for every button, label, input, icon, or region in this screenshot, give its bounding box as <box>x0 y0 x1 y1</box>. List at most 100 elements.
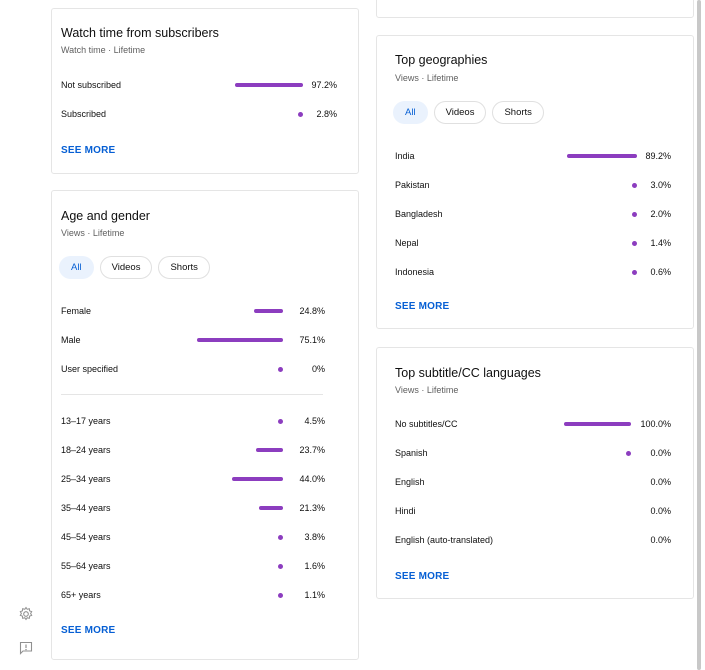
row-label: No subtitles/CC <box>395 419 458 429</box>
row-value: 3.0% <box>650 180 671 190</box>
chip-all[interactable]: All <box>59 256 94 279</box>
row-label: 25–34 years <box>61 474 111 484</box>
row-label: Subscribed <box>61 109 107 119</box>
row-label: India <box>395 151 415 161</box>
metric-row: 13–17 years 4.5% <box>52 413 358 429</box>
chip-all[interactable]: All <box>393 101 428 124</box>
metric-row: 45–54 years 3.8% <box>52 529 358 545</box>
value-bar <box>567 154 637 158</box>
value-dot <box>278 418 283 424</box>
metric-row: English (auto-translated) 0.0% <box>377 532 693 548</box>
age-gender-divider <box>61 394 323 395</box>
row-label: English <box>395 477 425 487</box>
row-label: Spanish <box>395 448 428 458</box>
geographies-see-more[interactable]: SEE MORE <box>395 301 450 312</box>
watch-time-subtitle: Watch time · Lifetime <box>61 45 146 55</box>
metric-row: India 89.2% <box>377 148 693 164</box>
age-gender-card: Age and gender Views · Lifetime All Vide… <box>51 190 359 660</box>
metric-row: Bangladesh 2.0% <box>377 206 693 222</box>
metric-row: Male 75.1% <box>52 332 358 348</box>
value-dot <box>278 534 283 540</box>
metric-row: No subtitles/CC 100.0% <box>377 416 693 432</box>
row-label: Not subscribed <box>61 80 122 90</box>
metric-row: English 0.0% <box>377 474 693 490</box>
row-value: 2.8% <box>316 109 337 119</box>
value-dot <box>278 592 283 598</box>
row-label: Hindi <box>395 506 416 516</box>
row-value: 75.1% <box>299 335 325 345</box>
row-label: 13–17 years <box>61 416 111 426</box>
value-dot <box>278 366 283 372</box>
metric-row: Pakistan 3.0% <box>377 177 693 193</box>
age-gender-see-more[interactable]: SEE MORE <box>61 625 116 636</box>
row-label: 45–54 years <box>61 532 111 542</box>
metric-row: Spanish 0.0% <box>377 445 693 461</box>
row-label: Bangladesh <box>395 209 443 219</box>
row-label: Female <box>61 306 92 316</box>
row-value: 100.0% <box>640 419 671 429</box>
subtitles-see-more[interactable]: SEE MORE <box>395 571 450 582</box>
row-value: 97.2% <box>311 80 337 90</box>
geographies-title: Top geographies <box>395 53 488 67</box>
metric-row: Female 24.8% <box>52 303 358 319</box>
row-value: 23.7% <box>299 445 325 455</box>
row-value: 1.4% <box>650 238 671 248</box>
gear-icon[interactable] <box>18 606 34 622</box>
row-value: 0% <box>311 364 325 374</box>
value-dot <box>298 111 303 117</box>
subtitles-title: Top subtitle/CC languages <box>395 366 541 380</box>
chip-shorts[interactable]: Shorts <box>158 256 210 279</box>
metric-row: 18–24 years 23.7% <box>52 442 358 458</box>
row-value: 89.2% <box>645 151 671 161</box>
metric-row: Nepal 1.4% <box>377 235 693 251</box>
geographies-subtitle: Views · Lifetime <box>395 73 459 83</box>
value-bar <box>258 506 283 510</box>
geographies-chips: All Videos Shorts <box>393 101 544 124</box>
chip-videos[interactable]: Videos <box>99 256 153 279</box>
scrollbar[interactable] <box>697 0 701 670</box>
metric-row: User specified 0% <box>52 361 358 377</box>
value-bar <box>255 448 283 452</box>
row-value: 2.0% <box>650 209 671 219</box>
value-dot <box>632 182 637 188</box>
row-value: 21.3% <box>299 503 325 513</box>
metric-row: Indonesia 0.6% <box>377 264 693 280</box>
value-dot <box>632 269 637 275</box>
chip-shorts[interactable]: Shorts <box>492 101 544 124</box>
row-label: Male <box>61 335 81 345</box>
subtitles-subtitle: Views · Lifetime <box>395 385 459 395</box>
row-label: 55–64 years <box>61 561 111 571</box>
geographies-card: Top geographies Views · Lifetime All Vid… <box>376 35 694 329</box>
row-value: 24.8% <box>299 306 325 316</box>
row-label: 65+ years <box>61 590 101 600</box>
row-label: English (auto-translated) <box>395 535 494 545</box>
partial-card-top <box>376 0 694 18</box>
value-bar <box>254 309 283 313</box>
age-gender-title: Age and gender <box>61 209 150 223</box>
subtitles-card: Top subtitle/CC languages Views · Lifeti… <box>376 347 694 599</box>
value-dot <box>626 450 631 456</box>
row-value: 44.0% <box>299 474 325 484</box>
value-bar <box>196 338 283 342</box>
row-value: 0.0% <box>650 448 671 458</box>
age-gender-subtitle: Views · Lifetime <box>61 228 125 238</box>
row-label: Nepal <box>395 238 419 248</box>
chip-videos[interactable]: Videos <box>433 101 487 124</box>
row-label: User specified <box>61 364 119 374</box>
row-value: 4.5% <box>304 416 325 426</box>
row-label: 18–24 years <box>61 445 111 455</box>
feedback-icon[interactable] <box>18 640 34 656</box>
metric-row: Hindi 0.0% <box>377 503 693 519</box>
age-gender-chips: All Videos Shorts <box>59 256 210 279</box>
metric-row: 35–44 years 21.3% <box>52 500 358 516</box>
row-label: Pakistan <box>395 180 430 190</box>
row-value: 0.0% <box>650 535 671 545</box>
metric-row: 55–64 years 1.6% <box>52 558 358 574</box>
row-value: 0.0% <box>650 506 671 516</box>
watch-time-see-more[interactable]: SEE MORE <box>61 145 116 156</box>
row-value: 1.6% <box>304 561 325 571</box>
row-label: 35–44 years <box>61 503 111 513</box>
metric-row: 65+ years 1.1% <box>52 587 358 603</box>
value-dot <box>632 211 637 217</box>
metric-row: 25–34 years 44.0% <box>52 471 358 487</box>
